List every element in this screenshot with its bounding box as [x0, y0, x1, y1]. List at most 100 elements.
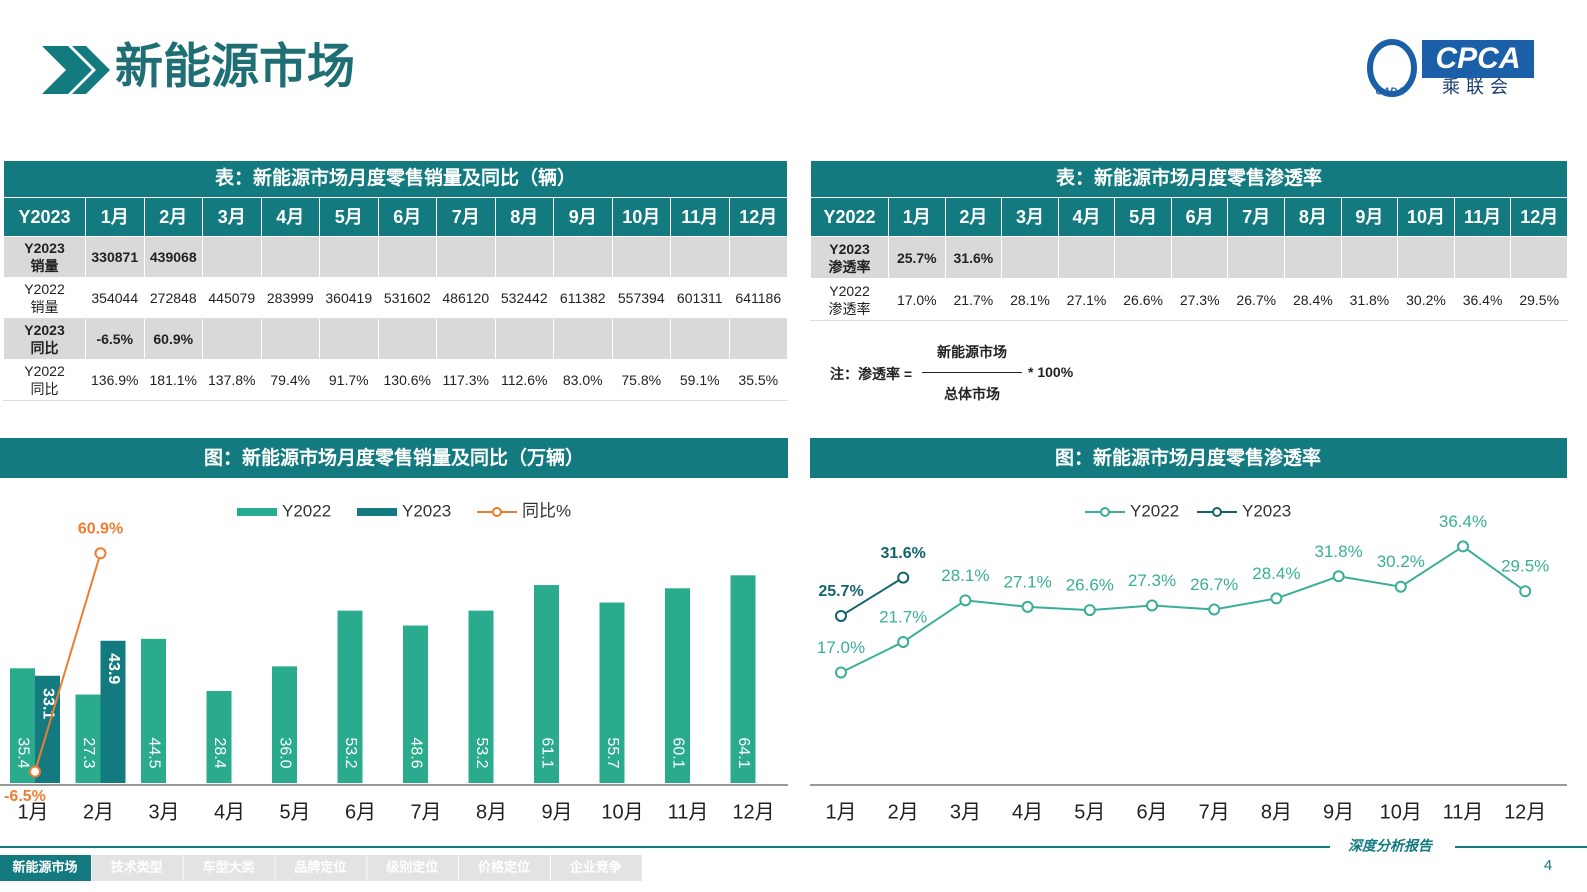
footer-tab [183, 855, 275, 881]
table-cell: 283999 [260, 277, 320, 319]
table-cell: 28.1% [1001, 278, 1059, 321]
data-label: 25.7% [818, 583, 863, 600]
table-cell [1284, 236, 1342, 279]
note-numerator: 新能源市场 [937, 344, 1007, 360]
bar-label: 43.9 [105, 653, 122, 684]
table-cell: 360419 [319, 277, 379, 319]
legend-swatch [357, 508, 397, 516]
table-cell [670, 236, 730, 278]
table-cell: 25.7% [888, 236, 946, 279]
table-row: Y2023 渗透率 25.7% 31.6% [810, 236, 1569, 279]
table-cell: 26.6% [1114, 278, 1172, 321]
table-cell: 30.2% [1397, 278, 1455, 321]
table-cell: 181.1% [143, 359, 203, 401]
x-tick-label: 9月 [541, 801, 572, 823]
table-row: Y2022 销量 354044 272848 445079 283999 360419 53… [3, 277, 789, 319]
data-label: 26.7% [1190, 575, 1238, 594]
bar-label: 60.1 [669, 737, 686, 768]
footer-tab-label: 技术类型 [111, 859, 163, 874]
table-cell [728, 236, 789, 278]
table-cell [202, 318, 262, 360]
table-cell: 36.4% [1453, 278, 1512, 321]
footer-tab [91, 855, 183, 881]
chart-title: 图：新能源市场月度零售渗透率 [1055, 446, 1321, 469]
table-cell: 531602 [377, 277, 437, 319]
data-point [1021, 600, 1034, 613]
data-point [1208, 603, 1221, 616]
legend-swatch [237, 508, 277, 516]
table-cell: 557394 [611, 277, 671, 319]
table-row: Y2022 同比 136.9% 181.1% 137.8% 79.4% 91.7% 130.… [3, 359, 789, 401]
table-cell [319, 318, 379, 360]
table-title: 表：新能源市场月度零售销量及同比（辆） [2, 160, 789, 198]
x-tick-label: 3月 [950, 801, 981, 823]
header-cell: 3月 [1001, 197, 1059, 237]
footer-tab-label: 级别定位 [386, 859, 438, 874]
table-cell [1057, 236, 1116, 279]
data-label: 60.9% [78, 521, 123, 538]
data-label: 29.5% [1501, 557, 1549, 576]
table-cell: 29.5% [1510, 278, 1569, 321]
header-cell: Y2023 [3, 197, 86, 237]
footer-tab [275, 855, 367, 881]
table-cell: 79.4% [260, 359, 320, 401]
logo-mark [1367, 39, 1417, 97]
data-label: 28.1% [941, 566, 989, 585]
x-tick-label: 6月 [345, 801, 376, 823]
bar-label: 36.0 [276, 737, 293, 768]
header-cell: Y2022 [810, 197, 889, 237]
bar-label: 27.3 [80, 737, 97, 768]
table-cell: 31.8% [1340, 278, 1399, 321]
table-cell [319, 236, 379, 278]
x-tick-label: 5月 [279, 801, 310, 823]
row-label: Y2023 销量 [3, 236, 86, 278]
data-point [1146, 599, 1158, 612]
footer-tab-label: 企业竞争 [569, 859, 622, 874]
table-cell [1453, 236, 1512, 279]
table-cell [553, 318, 613, 360]
data-point [1270, 592, 1283, 605]
logo-cn: 乘联会 [1442, 77, 1514, 97]
table-cell [260, 318, 320, 360]
legend-swatch [492, 507, 502, 517]
bar [403, 625, 428, 783]
table-cell: 330871 [85, 236, 145, 278]
table-cell [377, 318, 437, 360]
data-label: 26.6% [1066, 576, 1114, 595]
data-point [94, 547, 107, 560]
legend-label: 同比% [522, 501, 571, 520]
table-cell: 486120 [436, 277, 496, 319]
header-cell: 1月 [888, 197, 946, 237]
table-cell [1170, 236, 1229, 279]
note-suffix: * 100% [1028, 364, 1074, 380]
data-point [897, 571, 910, 584]
legend-label: Y2022 [1130, 501, 1179, 520]
header-cell: 8月 [1284, 197, 1342, 237]
title-row: 表：新能源市场月度零售渗透率 [809, 160, 1569, 198]
table-row: Y2022 渗透率 17.0% 21.7% 28.1% 27.1% 26.6% 27.3% 2… [810, 278, 1569, 321]
table-cell: 21.7% [944, 278, 1003, 321]
table-cell [202, 236, 262, 278]
table-cell: 439068 [143, 236, 203, 278]
table-cell [611, 318, 671, 360]
series-line [840, 545, 1526, 674]
header-cell: 3月 [202, 197, 262, 237]
header-cell: 6月 [377, 197, 437, 237]
table-cell [436, 318, 496, 360]
data-label: 31.6% [881, 545, 926, 562]
legend-swatch [1212, 507, 1222, 517]
header-cell: 11月 [1453, 197, 1512, 237]
bar [337, 610, 363, 783]
row-label: Y2023 渗透率 [810, 236, 889, 279]
note-prefix: 注：渗透率 = [830, 366, 913, 382]
table-cell: 31.6% [944, 236, 1003, 279]
header-cell: 4月 [1057, 197, 1116, 237]
bar-label: 33.1 [39, 688, 56, 719]
table-cell [1114, 236, 1172, 279]
bar [730, 575, 756, 783]
data-label: -6.5% [4, 788, 46, 805]
table-cell [670, 318, 730, 360]
table-cell: 35.5% [728, 359, 789, 401]
table-title: 表：新能源市场月度零售渗透率 [809, 160, 1569, 198]
